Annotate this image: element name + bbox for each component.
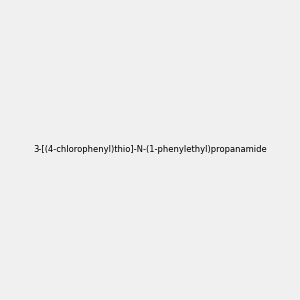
Text: 3-[(4-chlorophenyl)thio]-N-(1-phenylethyl)propanamide: 3-[(4-chlorophenyl)thio]-N-(1-phenylethy…	[33, 146, 267, 154]
